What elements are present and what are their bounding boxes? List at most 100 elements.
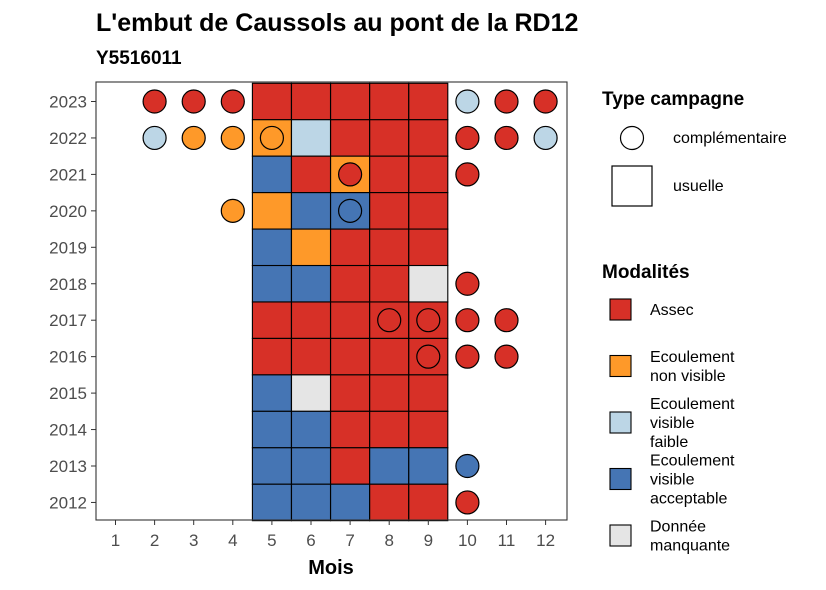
tile-2020-5 — [251, 192, 292, 230]
tile-2016-5 — [251, 337, 292, 376]
y-tick-label-2014: 2014 — [49, 421, 87, 440]
x-tick-label-8: 8 — [384, 531, 393, 550]
tile-2015-7 — [330, 374, 371, 412]
point-2016-11 — [494, 344, 519, 369]
point-2022-12 — [533, 125, 558, 151]
y-tick-label-2016: 2016 — [49, 348, 87, 367]
x-tick-label-11: 11 — [498, 531, 516, 550]
tile-2012-6 — [290, 483, 332, 522]
tile-2012-5 — [251, 483, 292, 522]
y-tick-label-2017: 2017 — [49, 311, 87, 330]
x-tick-label-1: 1 — [111, 531, 120, 550]
legend-label-donnee-manquante-line-2: manquante — [650, 538, 730, 555]
point-2017-11 — [494, 308, 519, 333]
chart-subtitle: Y5516011 — [96, 48, 182, 69]
tile-2020-8 — [369, 192, 410, 230]
legend-label-ecoulement-non-visible-line-2: non visible — [650, 368, 726, 385]
tile-2022-9 — [408, 119, 449, 157]
point-2022-10 — [455, 125, 480, 151]
tile-2015-5 — [251, 374, 292, 412]
point-2021-10 — [455, 162, 480, 187]
legend-label-ecoulement-visible-faible-line-3: faible — [650, 434, 688, 451]
tile-2013-6 — [290, 447, 332, 485]
legend-label-complementaire: complémentaire — [673, 130, 787, 147]
chart-title: L'embut de Caussols au pont de la RD12 — [96, 9, 578, 37]
x-axis-label: Mois — [308, 557, 354, 579]
tile-2019-9 — [408, 228, 449, 267]
legend-label-ecoulement-visible-faible-line-1: Ecoulement — [650, 396, 735, 413]
tile-2017-5 — [251, 301, 292, 339]
y-tick-label-2015: 2015 — [49, 384, 87, 403]
x-tick-label-2: 2 — [150, 531, 159, 550]
tile-2017-6 — [290, 301, 332, 339]
legend-swatch-assec — [609, 298, 632, 321]
tile-2023-8 — [369, 82, 410, 121]
legend-key-complementaire — [619, 125, 645, 151]
tile-2018-9 — [408, 264, 449, 303]
legend-label-ecoulement-visible-acceptable-line-2: visible — [650, 472, 695, 489]
point-2020-4 — [220, 198, 245, 223]
x-tick-label-10: 10 — [458, 531, 477, 550]
tile-2014-6 — [290, 410, 332, 449]
legend-label-ecoulement-non-visible-line-1: Ecoulement — [650, 349, 735, 366]
tile-2013-9 — [408, 447, 449, 485]
tile-2019-7 — [330, 228, 371, 267]
legend-swatch-ecoulement-non-visible — [609, 354, 632, 378]
tile-2018-7 — [330, 264, 371, 303]
legend-label-assec-line-1: Assec — [650, 302, 694, 319]
point-2023-10 — [455, 89, 480, 114]
tile-2019-5 — [251, 228, 292, 267]
tile-2016-7 — [330, 337, 371, 376]
tile-2016-6 — [290, 337, 332, 376]
panel-border — [95, 81, 568, 521]
tile-2023-7 — [330, 82, 371, 121]
legend-label-usuelle: usuelle — [673, 178, 724, 195]
x-tick-label-7: 7 — [345, 531, 354, 550]
point-2016-9 — [416, 344, 441, 369]
tile-2016-8 — [369, 337, 410, 376]
tile-2014-8 — [369, 410, 410, 449]
y-tick-label-2021: 2021 — [49, 165, 87, 184]
tile-2022-6 — [290, 119, 332, 157]
point-2020-7 — [338, 198, 363, 223]
legend-swatch-ecoulement-visible-faible — [609, 411, 632, 434]
point-2012-10 — [455, 490, 480, 515]
legend-label-ecoulement-visible-faible-line-2: visible — [650, 415, 695, 432]
point-2021-7 — [338, 162, 363, 187]
point-2022-11 — [494, 125, 519, 151]
tile-2019-6 — [290, 228, 332, 267]
point-2016-10 — [455, 344, 480, 369]
y-tick-label-2012: 2012 — [49, 493, 87, 512]
point-2023-11 — [494, 89, 519, 114]
tile-2021-6 — [290, 155, 332, 194]
tile-2021-9 — [408, 155, 449, 194]
tile-2015-9 — [408, 374, 449, 412]
tile-2023-9 — [408, 82, 449, 121]
y-tick-label-2020: 2020 — [49, 202, 87, 221]
legend-campaign-title: Type campagne — [602, 89, 744, 110]
tile-2023-5 — [251, 82, 292, 121]
point-2023-3 — [181, 89, 206, 114]
x-tick-label-3: 3 — [189, 531, 198, 550]
tile-2013-5 — [251, 447, 292, 485]
x-tick-label-6: 6 — [306, 531, 315, 550]
x-tick-label-4: 4 — [228, 531, 237, 550]
plot-area: 2023 2022 2021 2020 2019 2018 2017 2016 2015 2014… — [49, 81, 568, 550]
tile-2014-7 — [330, 410, 371, 449]
tile-2020-9 — [408, 192, 449, 230]
point-2017-9 — [416, 308, 441, 333]
point-2022-4 — [220, 125, 245, 151]
tile-2013-8 — [369, 447, 410, 485]
tile-2022-8 — [369, 119, 410, 157]
point-2013-10 — [455, 453, 480, 479]
point-2023-12 — [533, 89, 558, 114]
legend-campaign: Type campagne complémentaire usuelle — [602, 89, 787, 207]
tile-2012-7 — [330, 483, 371, 522]
y-tick-label-2023: 2023 — [49, 93, 87, 112]
legend-swatch-donnee-manquante — [609, 524, 632, 547]
point-2017-8 — [377, 308, 402, 333]
point-2022-5 — [259, 125, 284, 151]
tile-2021-5 — [251, 155, 292, 194]
tile-2019-8 — [369, 228, 410, 267]
